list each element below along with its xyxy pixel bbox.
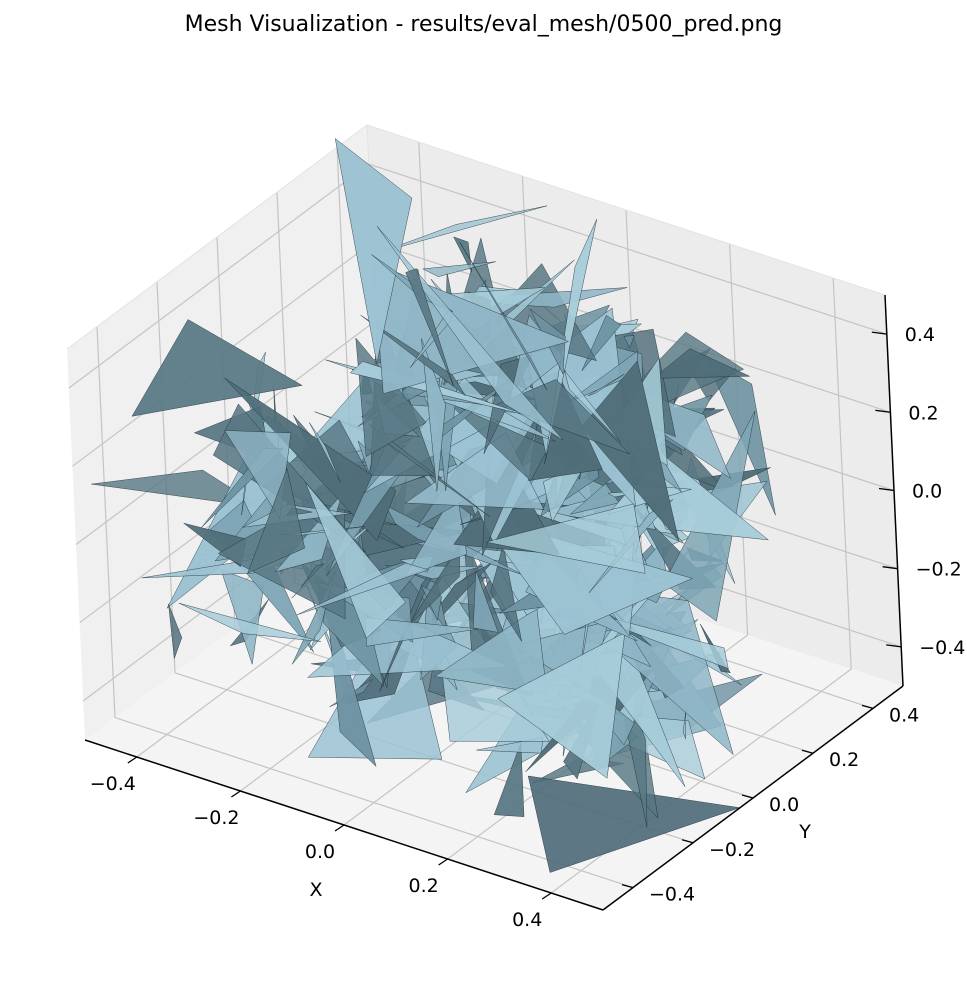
mesh-face [472,570,499,633]
mesh-face [564,370,621,443]
z-tick-label: −0.2 [916,559,962,581]
mesh-face [360,314,466,396]
x-tick-label: −0.4 [90,773,136,795]
z-tick-label: 0.0 [912,481,942,503]
mesh-face [587,373,625,397]
mesh-face [405,268,454,387]
y-axis-title: Y [798,821,811,843]
y-tick-label: 0.2 [829,749,859,771]
mesh-face [309,422,341,483]
mesh-face [404,488,468,578]
grid-line-z-side [68,163,370,389]
pane-edge [66,124,368,350]
x-tick-label: 0.2 [408,875,438,897]
pane-edge [366,124,886,296]
mesh-face [421,338,446,492]
mesh-face [297,562,429,616]
y-tick-label: 0.4 [889,704,919,726]
x-tick-label: 0.4 [512,909,542,931]
z-tick [878,487,895,492]
z-tick-label: 0.4 [905,324,935,346]
mesh-face [459,242,548,391]
mesh-face [247,467,305,574]
mesh-face [485,503,646,574]
mesh-face [300,563,324,588]
mesh-face [131,319,303,417]
y-tick [741,794,754,799]
mesh-face [652,348,750,379]
x-axis-title: X [309,879,322,901]
z-tick [875,409,891,413]
y-tick [681,839,694,844]
y-tick [801,749,814,754]
grid-line-y-floor [114,717,634,889]
x-tick [127,756,138,764]
z-tick [886,644,902,648]
chart-title: Mesh Visualization - results/eval_mesh/0… [184,12,783,37]
z-tick-label: −0.4 [919,637,965,659]
mesh-face [305,482,406,639]
mesh-face [453,236,472,273]
mesh-face [407,542,460,628]
z-tick [882,566,898,570]
mesh-face [494,379,630,455]
x-tick [438,858,448,866]
mesh-face [657,531,684,544]
mesh-face [178,602,321,642]
mesh-face [682,710,687,739]
x-tick [541,892,552,900]
mesh-face [421,261,496,277]
mesh-face [379,205,548,253]
mesh-face [376,226,564,441]
mesh-face [490,544,522,642]
mesh-face [497,632,626,779]
mesh-face [224,377,397,542]
y-tick [621,883,634,889]
z-tick-label: 0.2 [908,402,938,424]
x-tick-label: 0.0 [305,841,335,863]
z-tick [871,331,887,335]
y-tick [861,704,874,710]
axis-labels: −0.4 −0.2 0.0 0.2 0.4 −0.4 −0.2 0.0 0.2 0.4 −0.4 −0… [90,324,966,931]
mesh-face [334,137,413,364]
y-tick-label: 0.0 [769,794,799,816]
tick-marks [127,331,902,900]
x-tick-label: −0.2 [193,807,239,829]
x-tick [231,790,241,798]
x-tick [334,824,345,832]
y-tick-label: −0.2 [709,839,755,861]
mesh-face [623,335,635,349]
mesh-face [581,360,680,542]
mesh-face [493,742,525,817]
grid-line-z-back [368,163,887,335]
mesh-surface [91,137,776,873]
mesh-face [168,603,183,659]
y-tick-label: −0.4 [649,884,695,906]
